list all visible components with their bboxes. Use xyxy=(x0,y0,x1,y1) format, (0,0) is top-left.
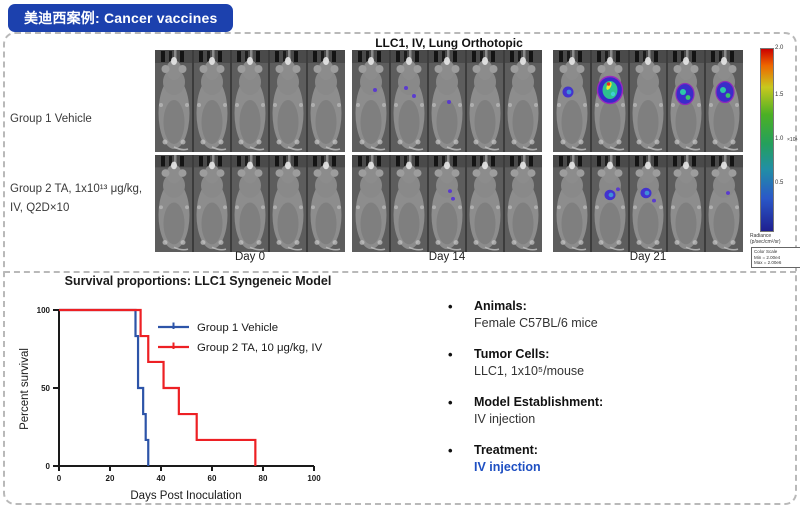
study-item-tumor-cells: • Tumor Cells: LLC1, 1x10⁵/mouse xyxy=(448,346,788,380)
mouse-imaging-panel-group1-day14 xyxy=(352,50,542,152)
study-value: Female C57BL/6 mice xyxy=(474,316,598,330)
section-divider xyxy=(4,271,796,273)
group2-label-line2: IV, Q2D×10 xyxy=(10,202,70,214)
bullet-icon: • xyxy=(448,299,453,314)
mouse-imaging-panel-group1-day21 xyxy=(553,50,743,152)
colorbar-tick-1.0: 1.0 xyxy=(775,136,784,142)
study-details: • Animals: Female C57BL/6 mice • Tumor C… xyxy=(448,298,788,490)
svg-text:50: 50 xyxy=(41,384,50,393)
bullet-icon: • xyxy=(448,347,453,362)
study-label: Animals: xyxy=(474,299,527,313)
svg-text:100: 100 xyxy=(37,306,51,315)
day0-label: Day 0 xyxy=(234,251,266,263)
study-value: LLC1, 1x10⁵/mouse xyxy=(474,364,585,378)
mouse-imaging-panel-group2-day0 xyxy=(155,155,345,252)
svg-text:20: 20 xyxy=(106,474,115,483)
svg-text:Group 2 TA, 10 μg/kg, IV: Group 2 TA, 10 μg/kg, IV xyxy=(197,342,323,354)
svg-text:100: 100 xyxy=(307,474,321,483)
colorbar-tick-1.5: 1.5 xyxy=(775,92,784,98)
svg-text:Percent survival: Percent survival xyxy=(19,348,31,430)
svg-text:Group 1 Vehicle: Group 1 Vehicle xyxy=(197,322,278,334)
study-value: IV injection xyxy=(474,460,541,474)
bullet-icon: • xyxy=(448,395,453,410)
imaging-title: LLC1, IV, Lung Orthotopic xyxy=(375,36,523,50)
study-value: IV injection xyxy=(474,412,536,426)
group1-label: Group 1 Vehicle xyxy=(10,113,92,125)
study-label: Treatment: xyxy=(474,443,538,457)
svg-text:Survival proportions: LLC1 Syn: Survival proportions: LLC1 Syngeneic Mod… xyxy=(65,274,332,288)
svg-text:40: 40 xyxy=(157,474,166,483)
colorbar-tick-2.0: 2.0 xyxy=(775,45,784,51)
colorbar-scale-box: Color Scale Min = 2.00e4 Max = 2.00e6 xyxy=(751,247,800,268)
day14-label: Day 14 xyxy=(428,251,466,263)
mouse-imaging-panel-group1-day0 xyxy=(155,50,345,152)
mouse-imaging-panel-group2-day21 xyxy=(553,155,743,252)
svg-text:60: 60 xyxy=(208,474,217,483)
study-item-model-establishment: • Model Establishment: IV injection xyxy=(448,394,788,428)
study-item-animals: • Animals: Female C57BL/6 mice xyxy=(448,298,788,332)
colorbar-tick-0.5: 0.5 xyxy=(775,180,784,186)
survival-chart-svg: Survival proportions: LLC1 Syngeneic Mod… xyxy=(19,274,332,502)
bullet-icon: • xyxy=(448,443,453,458)
group2-label: Group 2 TA, 1x10¹³ μg/kg, IV, Q2D×10 xyxy=(10,180,142,218)
svg-text:0: 0 xyxy=(46,462,51,471)
header-badge: 美迪西案例: Cancer vaccines xyxy=(8,4,234,32)
radiance-colorbar xyxy=(760,48,774,232)
study-label: Model Establishment: xyxy=(474,395,604,409)
colorbar-multiplier: ×10⁶ xyxy=(787,137,798,143)
study-label: Tumor Cells: xyxy=(474,347,550,361)
mouse-imaging-panel-group2-day14 xyxy=(352,155,542,252)
svg-text:Days Post Inoculation: Days Post Inoculation xyxy=(130,490,241,502)
survival-chart: Survival proportions: LLC1 Syngeneic Mod… xyxy=(8,272,348,506)
group2-label-line1: Group 2 TA, 1x10¹³ μg/kg, xyxy=(10,183,143,195)
svg-text:0: 0 xyxy=(57,474,62,483)
day21-label: Day 21 xyxy=(629,251,667,263)
study-item-treatment: • Treatment: IV injection xyxy=(448,442,788,476)
svg-text:80: 80 xyxy=(259,474,268,483)
colorbar-radiance-label: Radiance (p/sec/cm²/sr) xyxy=(750,233,781,245)
